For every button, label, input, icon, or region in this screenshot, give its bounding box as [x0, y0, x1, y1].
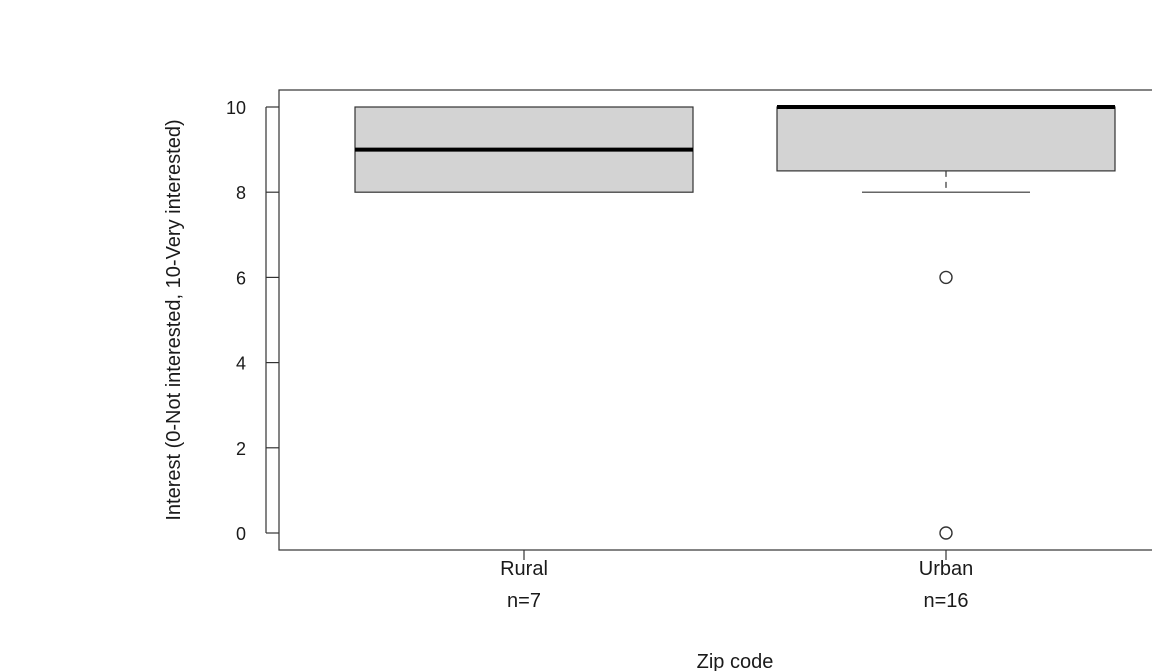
outlier-urban-0	[939, 270, 953, 285]
y-tick-label-2: 2	[236, 439, 246, 459]
y-tick-label-0: 0	[236, 524, 246, 544]
y-tick-label-8: 8	[236, 183, 246, 203]
x-axis-title: Zip code	[697, 651, 774, 671]
plot-frame	[278, 89, 1152, 551]
y-tick-label-10: 10	[226, 98, 246, 118]
n-label-urban: n=16	[923, 590, 968, 612]
plot-area: 0 2 4 6 8 10 Rural n=7 Urban n=16	[226, 89, 1152, 612]
box-urban	[776, 106, 1116, 172]
y-tick-label-4: 4	[236, 354, 246, 374]
y-axis-title: Interest (0-Not interested, 10-Very inte…	[163, 119, 185, 520]
outlier-urban-1	[939, 526, 953, 540]
n-label-rural: n=7	[507, 590, 541, 612]
y-tick-label-6: 6	[236, 268, 246, 288]
x-tick-label-rural: Rural	[500, 558, 548, 580]
x-tick-label-urban: Urban	[919, 558, 973, 580]
